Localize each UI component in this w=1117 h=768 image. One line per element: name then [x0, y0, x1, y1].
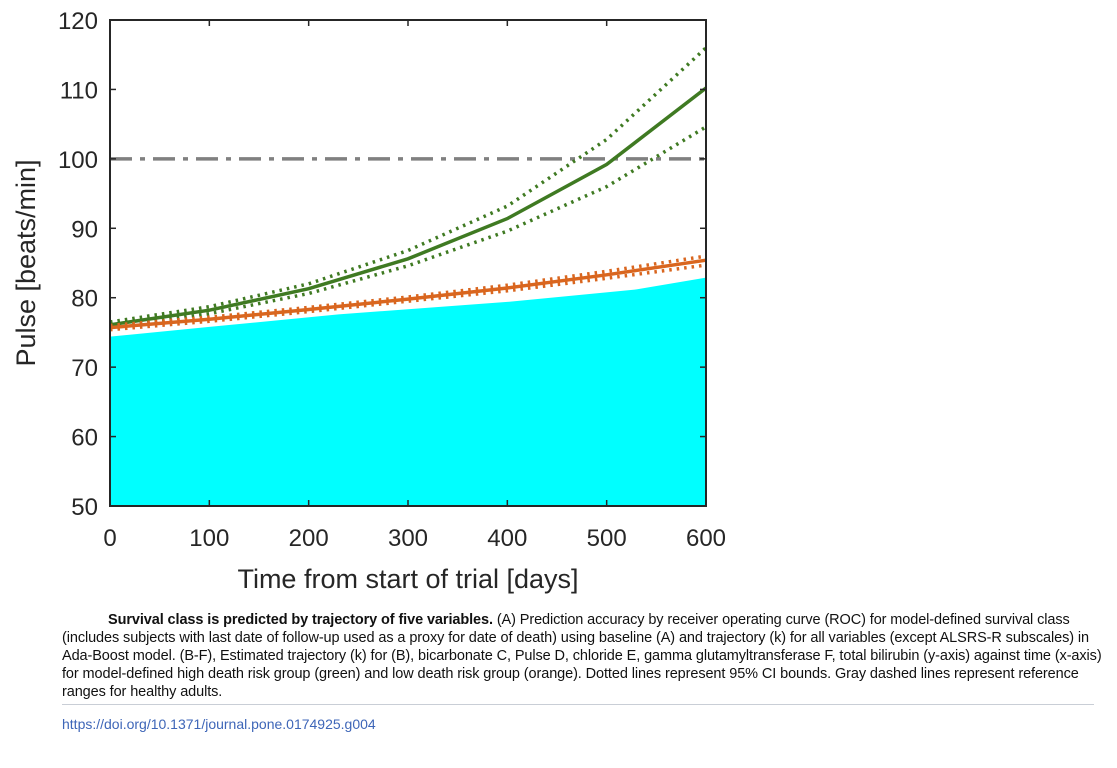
- series-0-ci-lower: [109, 125, 707, 330]
- x-tick-label: 500: [587, 525, 627, 552]
- x-tick-label: 400: [487, 525, 527, 552]
- y-tick-label: 70: [71, 355, 98, 382]
- x-tick-label: 600: [686, 525, 726, 552]
- fill-area: [110, 277, 706, 506]
- series-1-line: [109, 258, 707, 330]
- y-tick-label: 120: [58, 8, 98, 35]
- y-tick-label: 110: [60, 77, 98, 104]
- figure-caption: Survival class is predicted by trajector…: [62, 611, 1102, 701]
- y-axis-label: Pulse [beats/min]: [11, 159, 41, 366]
- tick-layer: 0 100 200 300 400 500 600 50 60 70 80 90 100 110 120: [58, 8, 726, 552]
- series-0: [109, 46, 708, 330]
- x-axis-label: Time from start of trial [days]: [237, 564, 578, 594]
- doi-link[interactable]: https://doi.org/10.1371/journal.pone.017…: [62, 716, 376, 732]
- series-1-ci-lower: [109, 263, 707, 332]
- y-tick-label: 80: [71, 286, 98, 313]
- pulse-trajectory-chart: 0 100 200 300 400 500 600 50 60 70 80 90 100 110 120 T…: [11, 8, 726, 594]
- y-tick-label: 90: [71, 216, 98, 243]
- y-tick-label: 50: [71, 494, 98, 521]
- caption-title: Survival class is predicted by trajector…: [108, 612, 493, 628]
- x-tick-label: 300: [388, 525, 428, 552]
- x-tick-label: 100: [189, 525, 229, 552]
- series-layer: [109, 46, 708, 332]
- y-tick-label: 60: [71, 425, 98, 452]
- series-0-ci-upper: [109, 46, 708, 324]
- series-1: [109, 254, 707, 332]
- y-tick-label: 100: [58, 147, 98, 174]
- caption-divider: [62, 704, 1094, 705]
- x-tick-label: 200: [289, 525, 329, 552]
- series-1-ci-upper: [109, 254, 707, 328]
- cyan-fill-region: [110, 277, 706, 506]
- caption-text: (A) Prediction accuracy by receiver oper…: [62, 612, 1102, 700]
- x-tick-label: 0: [103, 525, 116, 552]
- series-0-line: [109, 86, 708, 327]
